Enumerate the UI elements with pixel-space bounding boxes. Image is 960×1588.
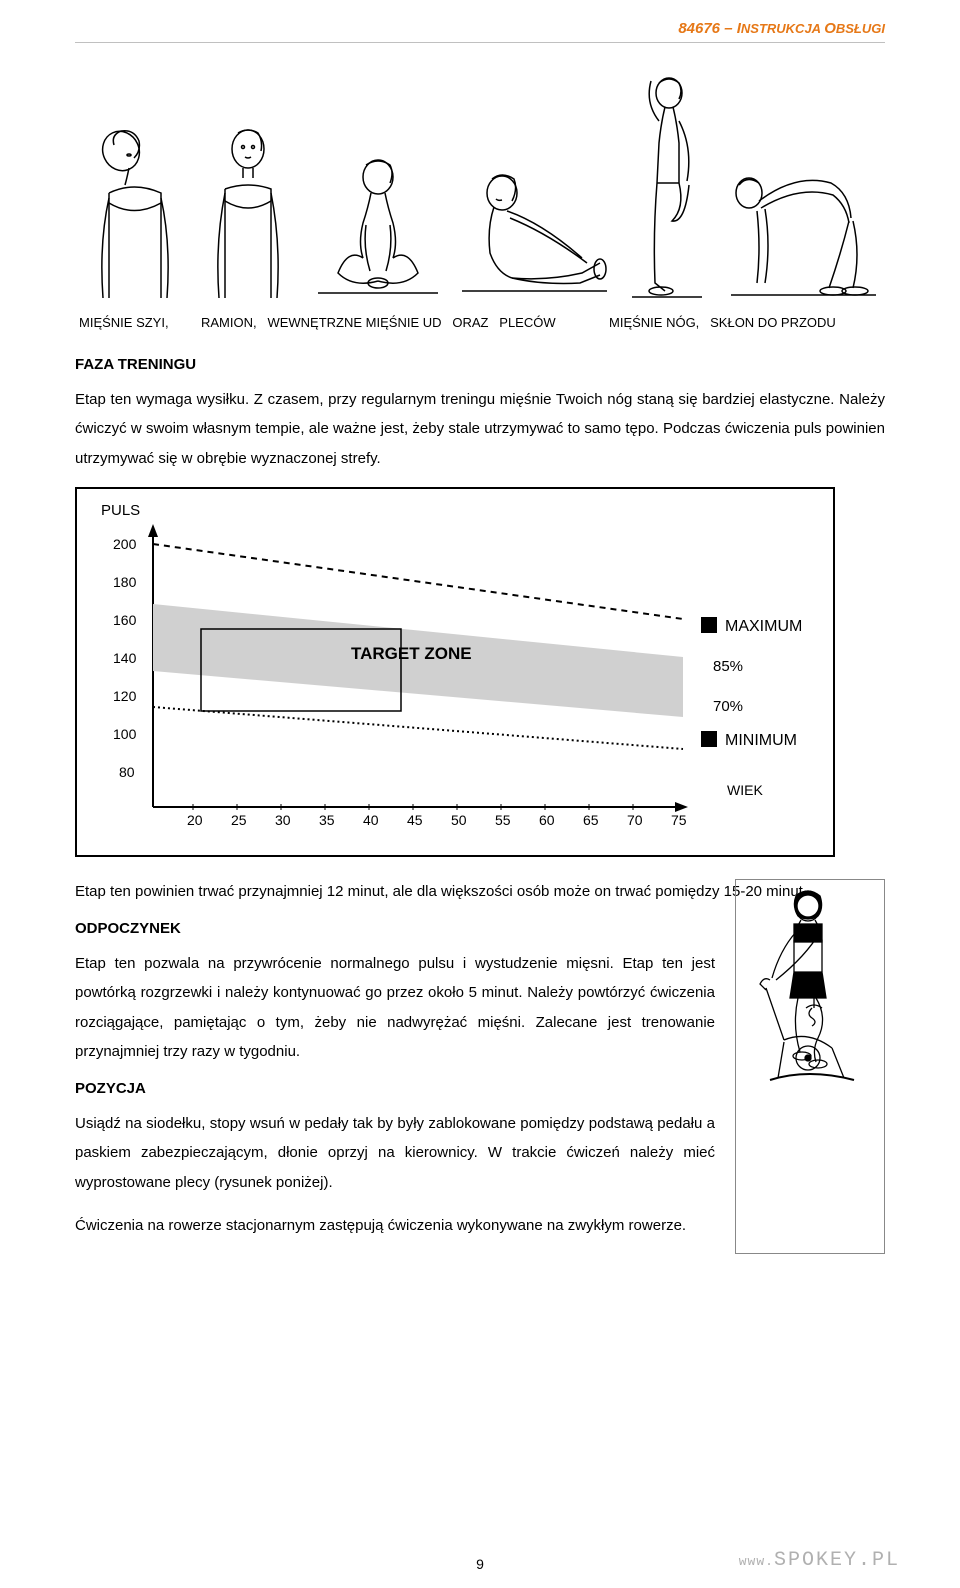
svg-text:45: 45 <box>407 812 423 828</box>
chart-70: 70% <box>713 698 743 715</box>
figure-neck <box>79 123 189 303</box>
page-header: 84676 – INSTRUKCJA OBSŁUGI <box>75 20 885 43</box>
rest-paragraph: Etap ten pozwala na przywrócenie normaln… <box>75 949 715 1066</box>
figure-back <box>452 163 612 303</box>
stretch-figures <box>75 73 885 303</box>
svg-text:70: 70 <box>627 812 643 828</box>
svg-text:55: 55 <box>495 812 511 828</box>
svg-text:100: 100 <box>113 726 137 742</box>
chart-y-ticks: 200 180 160 140 120 100 80 <box>113 536 137 780</box>
section-title-training: FAZA TRENINGU <box>75 356 885 373</box>
figure-leg <box>617 73 717 303</box>
svg-text:120: 120 <box>113 688 137 704</box>
figure-captions: MIĘŚNIE SZYI, RAMION, WEWNĘTRZNE MIĘŚNIE… <box>75 315 885 330</box>
chart-target-label: TARGET ZONE <box>351 644 472 663</box>
svg-text:180: 180 <box>113 574 137 590</box>
svg-text:80: 80 <box>119 764 135 780</box>
chart-85: 85% <box>713 658 743 675</box>
position-paragraph-2: Ćwiczenia na rowerze stacjonarnym zastęp… <box>75 1211 715 1240</box>
svg-text:65: 65 <box>583 812 599 828</box>
svg-text:35: 35 <box>319 812 335 828</box>
chart-x-label: WIEK <box>727 782 763 798</box>
caption-mid: RAMION, WEWNĘTRZNE MIĘŚNIE UD ORAZ PLECÓ… <box>201 315 609 330</box>
svg-text:20: 20 <box>187 812 203 828</box>
figure-arms <box>193 123 303 303</box>
svg-text:40: 40 <box>363 812 379 828</box>
svg-text:30: 30 <box>275 812 291 828</box>
position-paragraph-1: Usiądź na siodełku, stopy wsuń w pedały … <box>75 1109 715 1197</box>
section-title-position: POZYCJA <box>75 1080 715 1097</box>
figure-inner-thigh <box>308 153 448 303</box>
svg-text:200: 200 <box>113 536 137 552</box>
svg-text:75: 75 <box>671 812 687 828</box>
brand-watermark: www.SPOKEY.PL <box>739 1549 900 1572</box>
svg-text:25: 25 <box>231 812 247 828</box>
page-footer: 9 www.SPOKEY.PL <box>0 1556 960 1572</box>
doc-code: 84676 <box>678 20 720 37</box>
svg-text:140: 140 <box>113 650 137 666</box>
chart-y-label: PULS <box>101 502 140 519</box>
caption-neck: MIĘŚNIE SZYI, <box>79 315 201 330</box>
svg-text:50: 50 <box>451 812 467 828</box>
figure-forward-bend <box>721 123 881 303</box>
chart-min-label: MINIMUM <box>725 732 797 749</box>
pulse-chart: PULS 200 180 160 140 120 100 80 20 25 30 3… <box>75 487 835 857</box>
training-paragraph: Etap ten wymaga wysiłku. Z czasem, przy … <box>75 385 885 473</box>
header-text: 84676 – INSTRUKCJA OBSŁUGI <box>678 20 885 37</box>
caption-right: MIĘŚNIE NÓG, SKŁON DO PRZODU <box>609 315 836 330</box>
chart-max-label: MAXIMUM <box>725 618 802 635</box>
bike-figure <box>735 879 885 1254</box>
svg-text:60: 60 <box>539 812 555 828</box>
svg-text:160: 160 <box>113 612 137 628</box>
